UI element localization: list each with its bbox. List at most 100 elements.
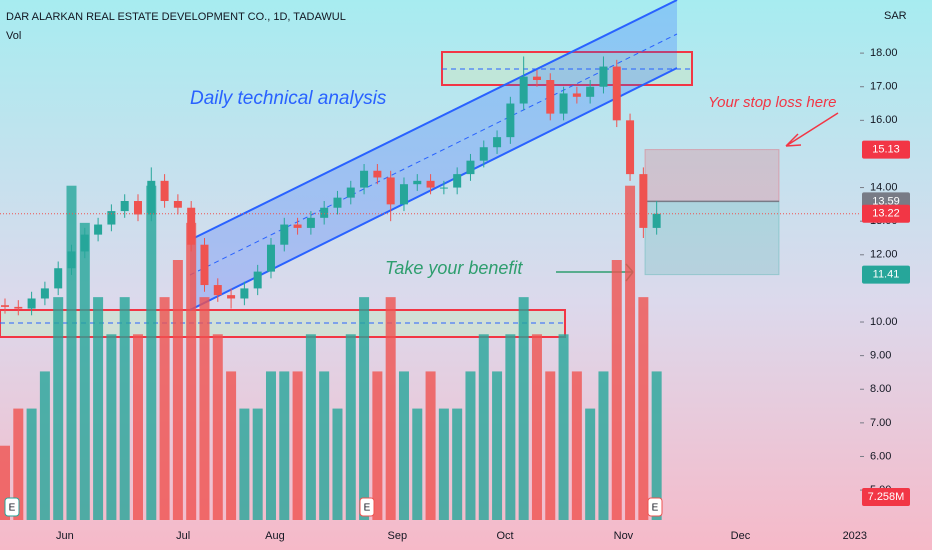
target-zone bbox=[644, 200, 780, 276]
price-badge bbox=[862, 140, 910, 159]
volume-bar bbox=[465, 371, 476, 520]
volume-bar bbox=[492, 371, 503, 520]
candle-body bbox=[14, 306, 23, 309]
volume-bar bbox=[319, 371, 330, 520]
price-badge-label: 13.59 bbox=[872, 195, 900, 207]
candle-body bbox=[399, 184, 408, 205]
candle-body bbox=[546, 80, 555, 114]
y-tick-label: 8.00 bbox=[870, 383, 891, 395]
candle-body bbox=[453, 174, 462, 188]
volume-bar bbox=[13, 408, 24, 520]
earnings-label: E bbox=[9, 503, 16, 514]
candle-body bbox=[626, 120, 635, 175]
candle-body bbox=[346, 187, 355, 198]
candle-body bbox=[160, 180, 169, 202]
annotation: Your stop loss here bbox=[708, 94, 836, 111]
candle-body bbox=[187, 207, 196, 245]
candle-body bbox=[54, 268, 63, 289]
candle-body bbox=[426, 180, 435, 188]
candle-body bbox=[333, 197, 342, 208]
volume-bar bbox=[0, 445, 11, 520]
candle-body bbox=[1, 305, 10, 307]
candle-body bbox=[133, 201, 142, 215]
volume-bar bbox=[146, 185, 157, 520]
candle-body bbox=[360, 170, 369, 188]
candle-body bbox=[466, 160, 475, 175]
y-tick-label: 7.00 bbox=[870, 417, 891, 429]
earnings-marker bbox=[647, 497, 663, 517]
volume-bar bbox=[625, 185, 636, 520]
volume-bar bbox=[252, 408, 263, 520]
x-tick-label: Dec bbox=[731, 530, 751, 542]
volume-bar bbox=[279, 371, 290, 520]
candle-body bbox=[94, 224, 103, 235]
volume-bar bbox=[531, 334, 542, 520]
candle-body bbox=[280, 224, 289, 245]
candle-body bbox=[40, 288, 49, 299]
price-badge bbox=[862, 265, 910, 284]
volume-bar bbox=[438, 408, 449, 520]
volume-bar bbox=[199, 297, 210, 520]
x-tick-label: Nov bbox=[614, 530, 634, 542]
volume-bar bbox=[292, 371, 303, 520]
channel-top bbox=[189, 0, 678, 241]
volume-bar bbox=[79, 222, 90, 520]
y-tick-label: 12.00 bbox=[870, 249, 898, 261]
candle-body bbox=[213, 285, 222, 296]
x-tick-label: Aug bbox=[265, 530, 285, 542]
volume-bar bbox=[53, 297, 64, 520]
candle-body bbox=[240, 288, 249, 299]
volume-bar bbox=[412, 408, 423, 520]
price-badge-label: 11.41 bbox=[873, 269, 900, 281]
candle-body bbox=[506, 103, 515, 138]
candle-body bbox=[320, 207, 329, 218]
volume-bar bbox=[651, 371, 662, 520]
volume-bar bbox=[585, 408, 596, 520]
x-tick-label: Oct bbox=[496, 530, 513, 542]
y-tick-label: 16.00 bbox=[870, 114, 898, 126]
candle-body bbox=[120, 201, 129, 212]
volume-bar bbox=[332, 408, 343, 520]
candle-body bbox=[200, 244, 209, 286]
volume-bar bbox=[212, 334, 223, 520]
earnings-label: E bbox=[652, 503, 659, 514]
volume-bar bbox=[265, 371, 276, 520]
candle-body bbox=[266, 244, 275, 272]
candle-body bbox=[253, 271, 262, 289]
y-tick-label: 17.00 bbox=[870, 81, 898, 93]
candle-body bbox=[27, 298, 36, 309]
candle-body bbox=[306, 217, 315, 228]
volume-bar bbox=[132, 334, 143, 520]
volume-title: Vol bbox=[6, 30, 21, 42]
candle-body bbox=[439, 187, 448, 189]
candle-body bbox=[572, 93, 581, 97]
candle-body bbox=[586, 86, 595, 97]
volume-bar bbox=[478, 334, 489, 520]
volume-bar bbox=[66, 185, 77, 520]
volume-bar bbox=[26, 408, 37, 520]
candle-body bbox=[227, 295, 236, 299]
candle-body bbox=[599, 66, 608, 87]
candle-body bbox=[559, 93, 568, 114]
candle-body bbox=[532, 76, 541, 80]
plot bbox=[0, 0, 693, 338]
price-badge bbox=[862, 488, 910, 506]
volume-bar bbox=[226, 371, 237, 520]
arrow bbox=[785, 112, 839, 147]
volume-bar bbox=[159, 297, 170, 520]
earnings-marker bbox=[359, 497, 375, 517]
price-badge-label: 15.13 bbox=[872, 143, 900, 155]
volume-bar bbox=[558, 334, 569, 520]
candle-body bbox=[493, 137, 502, 148]
y-tick-label: 14.00 bbox=[870, 181, 898, 193]
price-badge-label: 7.258M bbox=[868, 491, 905, 503]
volume-bar bbox=[385, 297, 396, 520]
candle-body bbox=[67, 251, 76, 269]
volume-bar bbox=[611, 260, 622, 520]
earnings-marker bbox=[4, 497, 20, 517]
volume-bar bbox=[239, 408, 250, 520]
x-tick-label: Jul bbox=[176, 530, 190, 542]
volume-bar bbox=[359, 297, 370, 520]
volume-bar bbox=[638, 297, 649, 520]
